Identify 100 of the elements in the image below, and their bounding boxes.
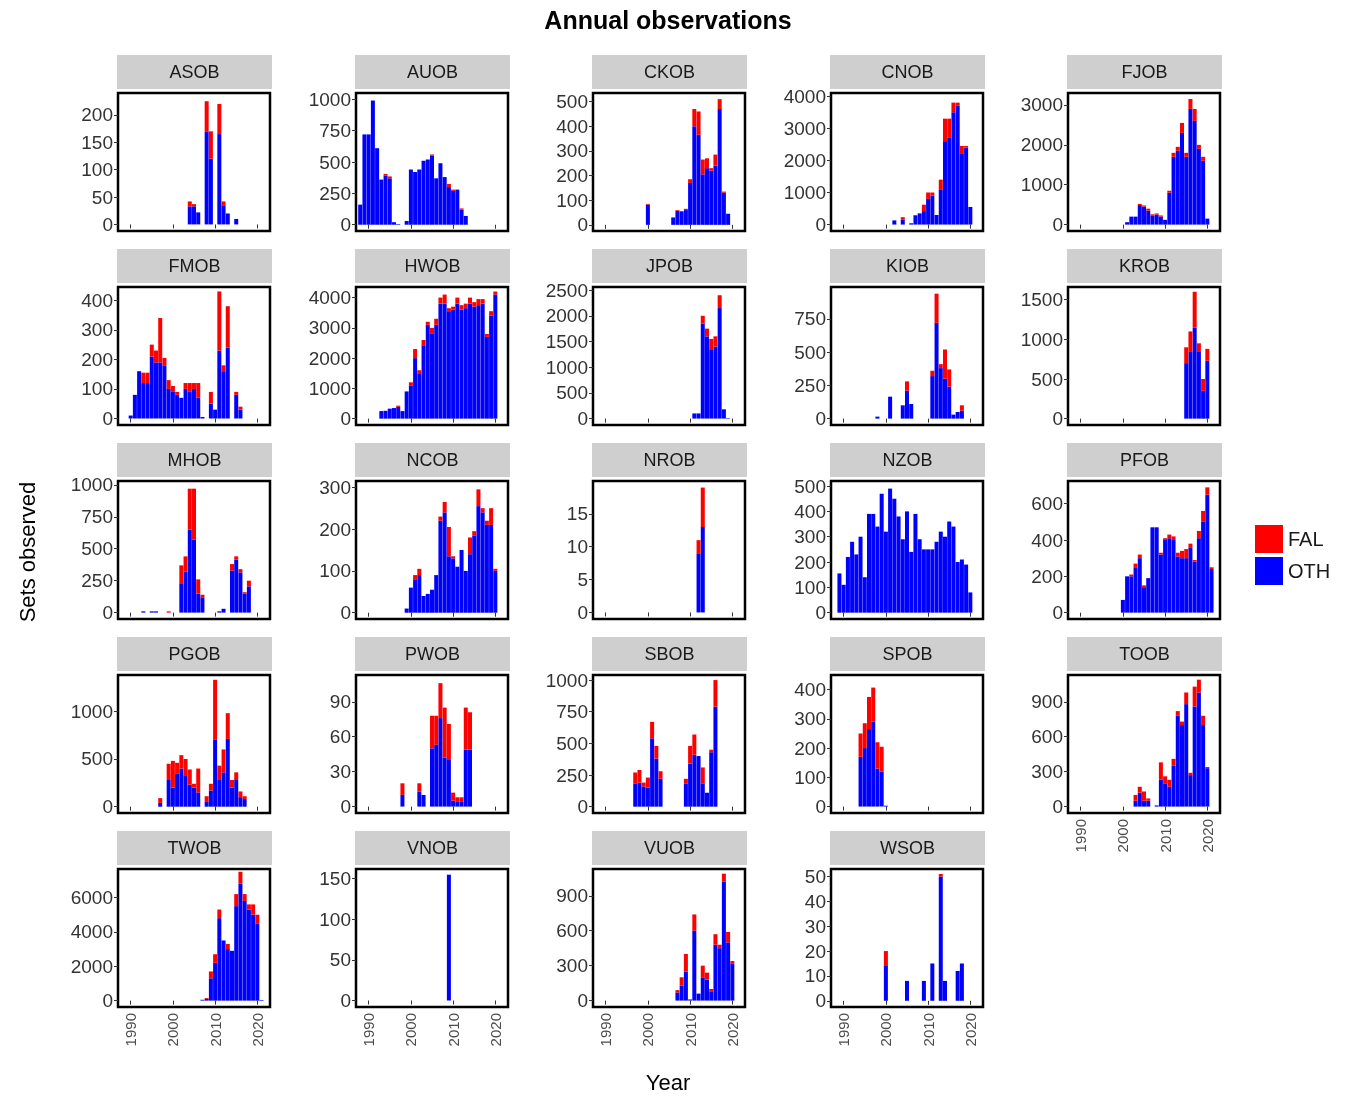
bar bbox=[416, 370, 421, 374]
bar bbox=[1201, 156, 1206, 161]
bar bbox=[709, 338, 714, 350]
bar bbox=[408, 169, 413, 225]
bar bbox=[1167, 538, 1172, 613]
bar bbox=[492, 291, 497, 295]
bar bbox=[870, 513, 875, 613]
bar bbox=[938, 531, 943, 613]
bar bbox=[692, 413, 697, 419]
y-tick-label: 500 bbox=[556, 382, 588, 404]
bar bbox=[488, 311, 493, 316]
chart-title: KIOB bbox=[885, 256, 929, 276]
y-tick-label: 200 bbox=[81, 348, 113, 370]
y-tick-label: 30 bbox=[329, 761, 351, 783]
y-tick-label: 1000 bbox=[70, 700, 113, 722]
bar bbox=[425, 593, 430, 613]
bar bbox=[858, 536, 863, 613]
bar bbox=[946, 118, 951, 138]
bar bbox=[238, 791, 243, 798]
y-tick-label: 250 bbox=[793, 374, 826, 396]
y-tick-label: 0 bbox=[102, 408, 113, 429]
chart-title: ASOB bbox=[169, 62, 220, 82]
y-tick-label: 400 bbox=[556, 115, 588, 137]
bar bbox=[955, 411, 960, 419]
bar bbox=[904, 381, 909, 391]
bar bbox=[713, 680, 718, 707]
y-tick-label: 150 bbox=[318, 868, 351, 890]
bar bbox=[700, 767, 705, 784]
bar bbox=[1188, 108, 1193, 225]
y-tick-label: 1000 bbox=[70, 474, 113, 496]
y-tick-label: 400 bbox=[81, 289, 113, 311]
bar bbox=[238, 406, 243, 410]
bar bbox=[492, 294, 497, 419]
bar bbox=[217, 291, 222, 351]
y-tick-label: 0 bbox=[577, 408, 588, 430]
legend-label: OTH bbox=[1288, 560, 1331, 582]
y-tick-label: 90 bbox=[329, 691, 351, 713]
bar bbox=[217, 350, 222, 419]
bar bbox=[1129, 216, 1134, 225]
bar bbox=[717, 308, 722, 419]
bar bbox=[399, 783, 404, 795]
bar bbox=[179, 768, 184, 807]
bar bbox=[879, 493, 884, 613]
bar bbox=[675, 210, 680, 225]
y-tick-label: 30 bbox=[804, 915, 826, 937]
bar bbox=[450, 556, 455, 559]
bar bbox=[450, 558, 455, 613]
bar bbox=[217, 134, 222, 225]
bar bbox=[1171, 540, 1176, 613]
y-tick-label: 0 bbox=[102, 796, 113, 818]
bar bbox=[650, 721, 655, 739]
y-tick-label: 400 bbox=[1031, 529, 1063, 551]
bar bbox=[654, 745, 659, 759]
bar bbox=[904, 511, 909, 613]
y-tick-label: 300 bbox=[318, 476, 351, 498]
y-tick-label: 1500 bbox=[1020, 289, 1063, 311]
bar bbox=[467, 749, 472, 807]
bar bbox=[162, 365, 167, 419]
y-tick-label: 400 bbox=[793, 679, 826, 701]
bar bbox=[196, 768, 201, 793]
bar bbox=[883, 965, 888, 1001]
bar bbox=[225, 306, 230, 348]
bar bbox=[713, 934, 718, 945]
bar bbox=[412, 349, 417, 359]
chart-title: NCOB bbox=[405, 450, 459, 470]
bar bbox=[1171, 536, 1176, 541]
y-tick-label: 200 bbox=[793, 551, 826, 573]
bar bbox=[650, 738, 655, 807]
chart-title: CKOB bbox=[643, 62, 696, 82]
bar bbox=[1201, 379, 1206, 391]
y-tick-label: 5 bbox=[577, 569, 588, 591]
bar bbox=[450, 306, 455, 310]
bar bbox=[938, 179, 943, 190]
bar bbox=[467, 712, 472, 750]
bar bbox=[1184, 704, 1189, 807]
bar bbox=[255, 914, 260, 924]
bar bbox=[196, 579, 201, 594]
bar bbox=[925, 549, 930, 613]
x-tick-label: 2010 bbox=[919, 1013, 937, 1047]
bar bbox=[225, 943, 230, 950]
bar bbox=[399, 794, 404, 807]
bar bbox=[713, 336, 718, 347]
bar bbox=[234, 559, 239, 613]
bar bbox=[238, 871, 243, 884]
bar bbox=[921, 980, 926, 1001]
bar bbox=[1167, 779, 1172, 787]
bar bbox=[1154, 527, 1159, 613]
y-tick-label: 0 bbox=[339, 214, 351, 236]
bar bbox=[175, 391, 180, 395]
bar bbox=[1154, 214, 1159, 225]
y-tick-label: 0 bbox=[339, 990, 351, 1012]
y-tick-label: 500 bbox=[1031, 368, 1063, 390]
y-tick-label: 400 bbox=[793, 500, 826, 522]
y-tick-label: 0 bbox=[577, 990, 588, 1012]
y-tick-label: 0 bbox=[814, 214, 826, 236]
y-tick-label: 40 bbox=[804, 890, 826, 912]
y-tick-label: 2500 bbox=[545, 279, 588, 301]
y-tick-label: 100 bbox=[318, 560, 351, 582]
bar bbox=[442, 294, 447, 304]
y-tick-label: 1000 bbox=[308, 377, 351, 399]
